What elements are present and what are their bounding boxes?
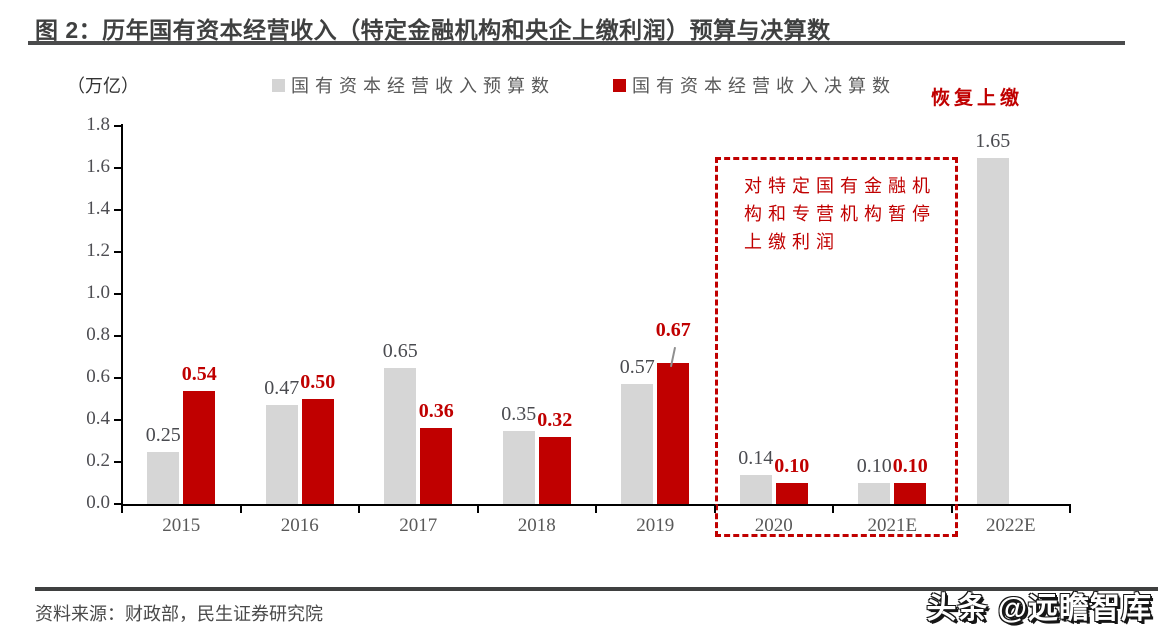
bar-actual-2015 bbox=[183, 390, 216, 504]
figure-title: 图 2：历年国有资本经营收入（特定金融机构和央企上缴利润）预算与决算数 bbox=[35, 17, 831, 43]
bar-actual-2019 bbox=[657, 363, 690, 504]
bar-label-actual-2018: 0.32 bbox=[537, 408, 573, 431]
bar-budget-2021E bbox=[858, 483, 891, 504]
year-label-2019: 2019 bbox=[636, 515, 675, 536]
x-tick bbox=[476, 505, 479, 513]
y-tick-label: 0.2 bbox=[86, 450, 110, 471]
bar-label-actual-2019: 0.67 bbox=[655, 319, 691, 342]
year-label-2020: 2020 bbox=[754, 515, 793, 536]
bar-budget-2016 bbox=[265, 405, 298, 504]
y-tick-label: 1.6 bbox=[86, 156, 110, 177]
title-underline bbox=[28, 41, 1125, 45]
bar-label-actual-2017: 0.36 bbox=[418, 400, 454, 423]
bar-actual-2016 bbox=[301, 399, 334, 504]
x-tick bbox=[239, 505, 242, 513]
year-label-2017: 2017 bbox=[399, 515, 438, 536]
bar-label-actual-2021E: 0.10 bbox=[892, 455, 928, 477]
pause-period-annotation: 对特定国有金融机 构和专营机构暂停 上缴利润 bbox=[744, 172, 954, 256]
bar-label-budget-2015: 0.25 bbox=[145, 423, 181, 446]
y-tick bbox=[114, 503, 122, 505]
bar-label-budget-2020: 0.14 bbox=[738, 446, 774, 469]
y-tick-label: 1.8 bbox=[86, 114, 110, 135]
bar-budget-2020 bbox=[739, 474, 772, 504]
legend-item-actual: 国有资本经营收入决算数 bbox=[613, 72, 896, 98]
y-axis-unit-label: （万亿） bbox=[67, 76, 139, 96]
bar-label-budget-2016: 0.47 bbox=[264, 377, 300, 400]
chart-legend: 国有资本经营收入预算数 国有资本经营收入决算数 bbox=[272, 72, 896, 98]
y-tick bbox=[114, 251, 122, 253]
chart-plot: （万亿） 国有资本经营收入预算数 国有资本经营收入决算数 恢复上缴 0.25 0.… bbox=[67, 72, 1071, 537]
x-tick bbox=[358, 505, 360, 513]
x-tick bbox=[950, 505, 953, 513]
x-tick bbox=[595, 505, 597, 513]
bar-actual-2021E bbox=[894, 483, 927, 504]
annotation-line: 上缴利润 bbox=[744, 232, 840, 252]
legend-swatch-budget-icon bbox=[272, 78, 285, 92]
y-tick bbox=[114, 377, 122, 379]
bar-label-actual-2015: 0.54 bbox=[181, 362, 217, 385]
y-tick-label: 1.2 bbox=[86, 240, 110, 261]
y-tick bbox=[114, 209, 122, 211]
x-tick bbox=[1069, 505, 1071, 513]
resume-payment-annotation: 恢复上缴 bbox=[931, 88, 1024, 109]
year-label-2021E: 2021E bbox=[867, 515, 918, 536]
year-label-2022E: 2022E bbox=[985, 515, 1036, 536]
bar-budget-2017 bbox=[384, 367, 417, 504]
bar-label-budget-2021E: 0.10 bbox=[856, 455, 892, 477]
bar-budget-2019 bbox=[621, 384, 654, 504]
bar-label-budget-2019: 0.57 bbox=[619, 356, 655, 379]
legend-label-budget: 国有资本经营收入预算数 bbox=[291, 76, 555, 96]
year-label-2015: 2015 bbox=[162, 515, 201, 536]
bar-label-budget-2022E: 1.65 bbox=[975, 129, 1011, 152]
y-tick-label: 0.0 bbox=[86, 492, 110, 513]
bar-budget-2022E bbox=[976, 157, 1009, 504]
bar-label-budget-2017: 0.65 bbox=[382, 339, 418, 362]
source-note: 资料来源：财政部，民生证券研究院 bbox=[35, 604, 323, 624]
year-label-2018: 2018 bbox=[517, 515, 556, 536]
pause-period-dashed-box bbox=[715, 157, 958, 537]
x-tick bbox=[713, 505, 716, 513]
y-tick-label: 0.8 bbox=[86, 324, 110, 345]
y-tick bbox=[114, 167, 122, 169]
year-label-2016: 2016 bbox=[280, 515, 319, 536]
watermark-logo: 头条 @远瞻智库 bbox=[926, 592, 1152, 625]
y-tick-label: 0.4 bbox=[86, 408, 110, 429]
legend-label-actual: 国有资本经营收入决算数 bbox=[632, 76, 896, 96]
y-tick-label: 1.0 bbox=[86, 282, 110, 303]
y-axis-line bbox=[121, 124, 123, 506]
y-tick bbox=[114, 461, 122, 463]
x-tick bbox=[121, 505, 123, 513]
bar-actual-2017 bbox=[420, 428, 453, 504]
bar-label-actual-2020: 0.10 bbox=[774, 455, 810, 477]
bar-label-budget-2018: 0.35 bbox=[501, 402, 537, 425]
y-tick-label: 1.4 bbox=[86, 198, 110, 219]
x-tick bbox=[832, 505, 834, 513]
y-tick bbox=[114, 125, 122, 127]
bar-label-actual-2016: 0.50 bbox=[300, 371, 336, 393]
bar-actual-2018 bbox=[538, 436, 571, 504]
y-tick bbox=[114, 293, 122, 295]
legend-swatch-actual-icon bbox=[613, 78, 626, 92]
footer-divider bbox=[35, 587, 1158, 591]
annotation-line: 对特定国有金融机 bbox=[744, 176, 936, 196]
y-tick bbox=[114, 335, 122, 337]
annotation-line: 构和专营机构暂停 bbox=[744, 204, 936, 224]
bar-actual-2020 bbox=[775, 483, 808, 504]
y-tick bbox=[114, 419, 122, 421]
bar-budget-2015 bbox=[147, 451, 180, 504]
y-tick-label: 0.6 bbox=[86, 366, 110, 387]
legend-item-budget: 国有资本经营收入预算数 bbox=[272, 72, 555, 98]
bar-budget-2018 bbox=[502, 430, 535, 504]
